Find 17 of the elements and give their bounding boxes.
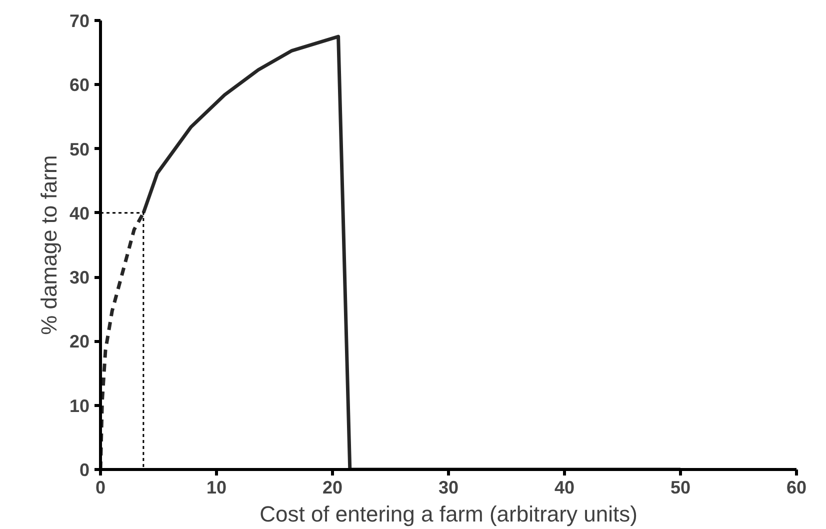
- y-tick-label: 50: [69, 139, 90, 160]
- y-tick-label: 30: [69, 268, 90, 288]
- x-tick-label: 0: [95, 478, 106, 498]
- x-tick-label: 20: [322, 478, 343, 498]
- x-tick-label: 50: [670, 478, 691, 498]
- y-tick-label: 40: [69, 203, 90, 224]
- x-tick-label: 60: [786, 478, 807, 498]
- x-axis-title: Cost of entering a farm (arbitrary units): [260, 502, 638, 526]
- x-tick-label: 40: [554, 478, 575, 498]
- y-tick-label: 10: [69, 396, 90, 416]
- y-tick-label: 60: [69, 75, 90, 96]
- y-tick-label: 70: [69, 11, 90, 31]
- y-tick-label: 20: [69, 332, 90, 352]
- y-tick-label: 0: [79, 460, 90, 480]
- y-axis-title: % damage to farm: [36, 155, 62, 335]
- x-tick-label: 30: [438, 478, 459, 498]
- x-tick-label: 10: [206, 478, 227, 498]
